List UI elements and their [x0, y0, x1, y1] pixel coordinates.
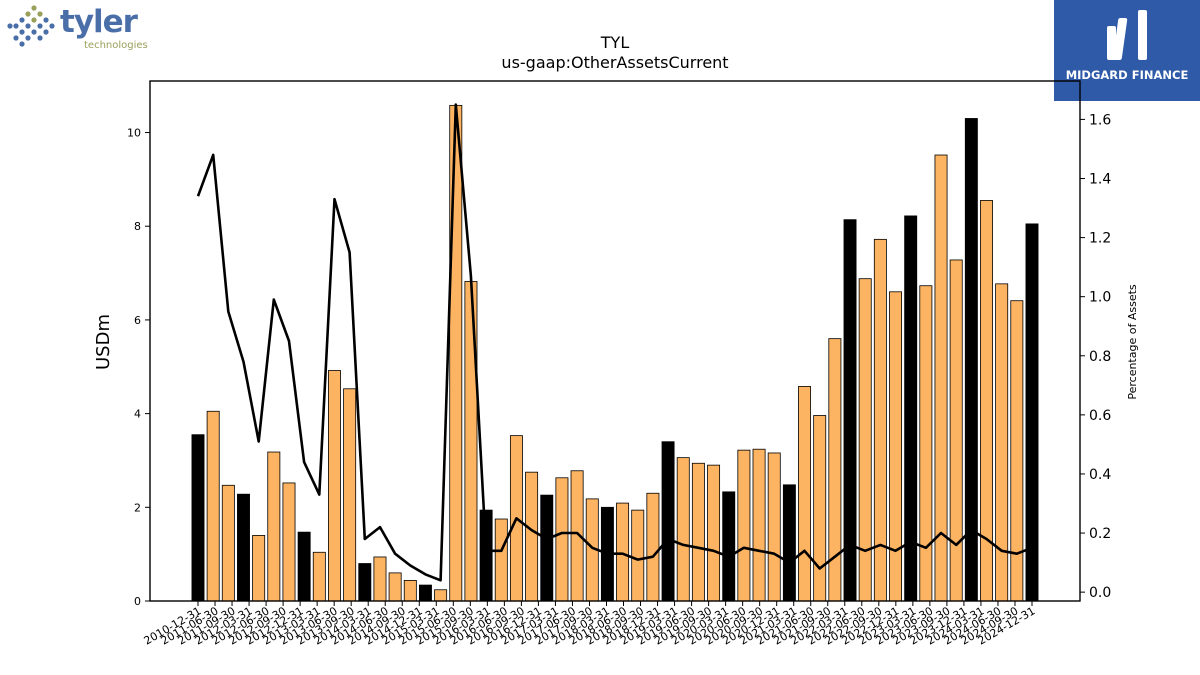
bar-2023-06-30 — [949, 259, 963, 602]
bar-2014-06-30 — [403, 579, 417, 602]
bar-2015-12-31 — [494, 518, 508, 602]
bar-2016-09-30 — [540, 494, 554, 602]
bar-2024-03-31 — [995, 283, 1009, 602]
bar-2016-12-31 — [555, 477, 569, 602]
y2-tick-label: 1.6 — [1089, 112, 1111, 128]
bar-2015-03-31 — [449, 104, 463, 602]
bar-2018-06-30 — [646, 492, 660, 602]
bar-2016-06-30 — [525, 471, 539, 602]
y2-tick-label: 1.4 — [1089, 172, 1111, 188]
bar-2012-12-31 — [312, 551, 326, 602]
bar-2022-12-31 — [919, 285, 933, 602]
bar-2015-09-30 — [479, 509, 493, 602]
bar-2020-03-31 — [752, 448, 766, 602]
y2-tick-label: 0.6 — [1089, 408, 1111, 424]
y2-tick-label: 0.8 — [1089, 349, 1111, 365]
chart-subtitle: us-gaap:OtherAssetsCurrent — [501, 53, 728, 72]
y-axis-label: USDm — [93, 314, 114, 370]
bar-2010-12-31 — [191, 434, 205, 602]
bar-2019-06-30 — [707, 464, 721, 602]
bar-2011-06-30 — [221, 484, 235, 602]
y2-tick-label: 0.0 — [1089, 585, 1111, 601]
chart-title: TYL — [600, 33, 630, 52]
bar-2013-03-31 — [328, 370, 341, 602]
percentage-line — [196, 103, 1033, 582]
bar-2022-06-30 — [889, 291, 902, 602]
bar-2013-09-30 — [358, 563, 372, 602]
y-tick-label: 2 — [134, 501, 141, 514]
bar-2020-12-31 — [798, 386, 812, 602]
bar-2021-12-31 — [858, 278, 872, 602]
bar-2013-12-31 — [373, 556, 387, 602]
bar-2014-09-30 — [418, 584, 432, 602]
bar-2018-03-31 — [631, 509, 645, 602]
y2-tick-label: 1.2 — [1089, 231, 1111, 247]
y2-tick-label: 0.2 — [1089, 526, 1111, 542]
bar-2012-03-31 — [267, 451, 281, 602]
y2-tick-label: 1.0 — [1089, 290, 1111, 306]
midgard-name: MIDGARD FINANCE — [1065, 68, 1189, 82]
midgard-logo: MIDGARD FINANCE — [1054, 0, 1200, 101]
bar-2011-03-31 — [206, 410, 220, 602]
tyler-sub-text: technologies — [84, 40, 148, 51]
y-tick-label: 0 — [134, 595, 141, 608]
bar-2018-09-30 — [661, 441, 675, 602]
tyler-brand-text: tyler — [60, 4, 138, 40]
bar-2013-06-30 — [343, 388, 357, 602]
bars-group — [191, 104, 1039, 602]
bar-2019-12-31 — [737, 449, 751, 602]
bar-2012-09-30 — [297, 531, 311, 602]
axes-group: 02468100.00.20.40.60.81.01.21.41.62010-1… — [127, 80, 1111, 648]
bar-2012-06-30 — [282, 482, 296, 602]
line-group — [196, 103, 1033, 582]
tyler-dots-icon — [7, 5, 55, 47]
bar-2019-03-31 — [691, 462, 705, 602]
tyler-logo: tyler technologies — [4, 4, 154, 54]
y2-axis-label: Percentage of Assets — [1126, 284, 1139, 400]
bar-2020-09-30 — [782, 484, 796, 602]
y-tick-label: 4 — [134, 408, 141, 421]
y-tick-label: 6 — [134, 314, 141, 327]
bar-2017-12-31 — [616, 502, 630, 602]
plot-frame — [149, 80, 1081, 602]
bar-2019-09-30 — [722, 491, 736, 602]
bar-2014-12-31 — [434, 589, 448, 602]
bar-2011-12-31 — [252, 535, 266, 602]
y-tick-label: 8 — [134, 220, 141, 233]
bar-2011-09-30 — [237, 493, 250, 602]
y2-tick-label: 0.4 — [1089, 467, 1111, 483]
bar-2020-06-30 — [767, 452, 781, 602]
y-tick-label: 10 — [127, 127, 141, 140]
bar-2024-09-30 — [1025, 223, 1039, 602]
bar-2024-06-30 — [1010, 300, 1024, 602]
bar-2018-12-31 — [676, 457, 690, 602]
bar-2023-09-30 — [964, 118, 978, 602]
bar-2021-03-31 — [813, 415, 827, 602]
midgard-mark-icon — [1107, 10, 1147, 60]
bar-2015-06-30 — [464, 281, 478, 602]
bar-2014-03-31 — [388, 572, 402, 602]
